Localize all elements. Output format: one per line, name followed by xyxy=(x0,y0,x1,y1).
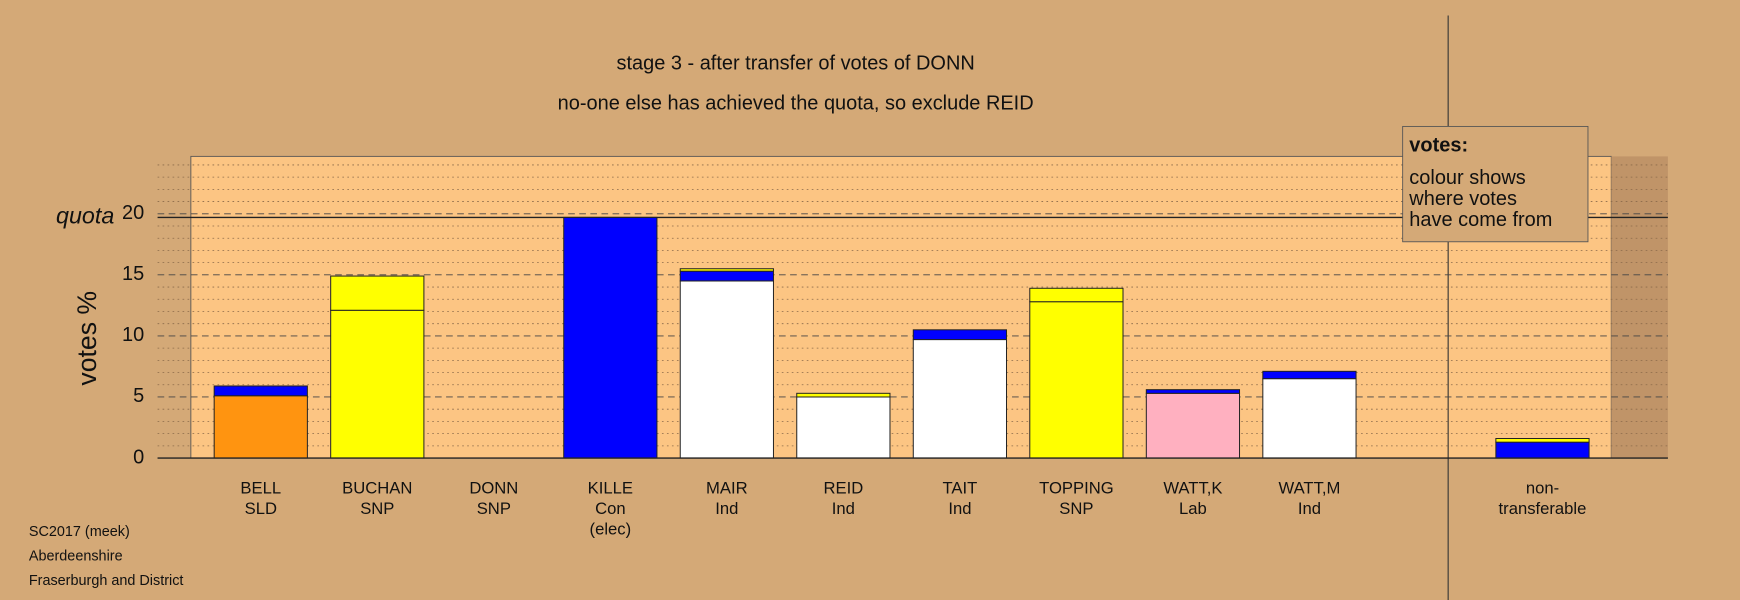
legend-text: have come from xyxy=(1409,209,1552,231)
x-tick-label: Ind xyxy=(948,499,971,518)
bar-segment xyxy=(213,395,308,459)
bar-segment xyxy=(679,268,774,272)
bar-segment xyxy=(912,339,1007,459)
x-tick-label: SNP xyxy=(477,499,511,518)
legend-text: colour shows xyxy=(1409,167,1526,189)
y-tick-label: 0 xyxy=(133,446,144,468)
x-tick-label: KILLE xyxy=(588,478,633,497)
x-tick-label: Con xyxy=(595,499,626,518)
legend-box xyxy=(1402,125,1589,243)
x-tick-label: TOPPING xyxy=(1039,478,1114,497)
bar-segment xyxy=(1262,378,1357,459)
y-tick-label: 5 xyxy=(133,385,144,407)
footer-text: Fraserburgh and District xyxy=(29,573,184,589)
bar-segment xyxy=(1145,392,1241,459)
x-tick-label: non- xyxy=(1526,478,1559,497)
bar-segment xyxy=(679,270,774,282)
x-tick-label: WATT,K xyxy=(1163,478,1222,497)
y-tick-label: 10 xyxy=(122,324,144,346)
bar-segment xyxy=(912,329,1007,341)
x-tick-label: WATT,M xyxy=(1278,478,1340,497)
y-tick-label: 15 xyxy=(122,263,144,285)
x-tick-label: (elec) xyxy=(590,520,632,539)
x-tick-label: Ind xyxy=(832,499,855,518)
x-tick-label: Ind xyxy=(715,499,738,518)
x-tick-label: REID xyxy=(823,478,863,497)
x-tick-label: Lab xyxy=(1179,499,1207,518)
bar-segment xyxy=(563,216,658,459)
bar-segment xyxy=(1495,438,1590,443)
x-tick-label: DONN xyxy=(469,478,518,497)
bar-segment xyxy=(1262,370,1357,380)
x-tick-label: TAIT xyxy=(942,478,977,497)
bar-segment xyxy=(679,280,774,459)
x-tick-label: SNP xyxy=(360,499,394,518)
footer-text: SC2017 (meek) xyxy=(29,524,130,540)
legend-title: votes: xyxy=(1409,135,1468,157)
plot-shade xyxy=(1611,156,1668,459)
bars xyxy=(213,216,1590,459)
x-tick-label: Ind xyxy=(1298,499,1321,518)
x-tick-label: SNP xyxy=(1059,499,1093,518)
bar-segment xyxy=(213,385,308,397)
bar-segment xyxy=(330,309,425,459)
bar-segment xyxy=(1029,287,1124,303)
bar-segment xyxy=(330,275,425,311)
bar-segment xyxy=(796,392,891,398)
x-tick-label: BUCHAN xyxy=(342,478,412,497)
x-tick-label: transferable xyxy=(1499,499,1587,518)
bar-segment xyxy=(1145,389,1241,394)
legend-text: where votes xyxy=(1408,188,1517,210)
footer-text: Aberdeenshire xyxy=(29,549,123,565)
bar-segment xyxy=(1029,301,1124,459)
plot-area xyxy=(190,155,1612,459)
chart-subtitle: no-one else has achieved the quota, so e… xyxy=(558,93,1034,115)
bar-segment xyxy=(796,396,891,459)
chart-title: stage 3 - after transfer of votes of DON… xyxy=(616,53,974,75)
bar-segment xyxy=(1495,441,1590,459)
x-tick-label: MAIR xyxy=(706,478,748,497)
y-tick-label: 20 xyxy=(122,202,144,224)
x-tick-label: SLD xyxy=(245,499,277,518)
y-axis-label: votes % xyxy=(72,291,102,386)
quota-label: quota xyxy=(56,203,114,229)
x-tick-label: BELL xyxy=(240,478,281,497)
